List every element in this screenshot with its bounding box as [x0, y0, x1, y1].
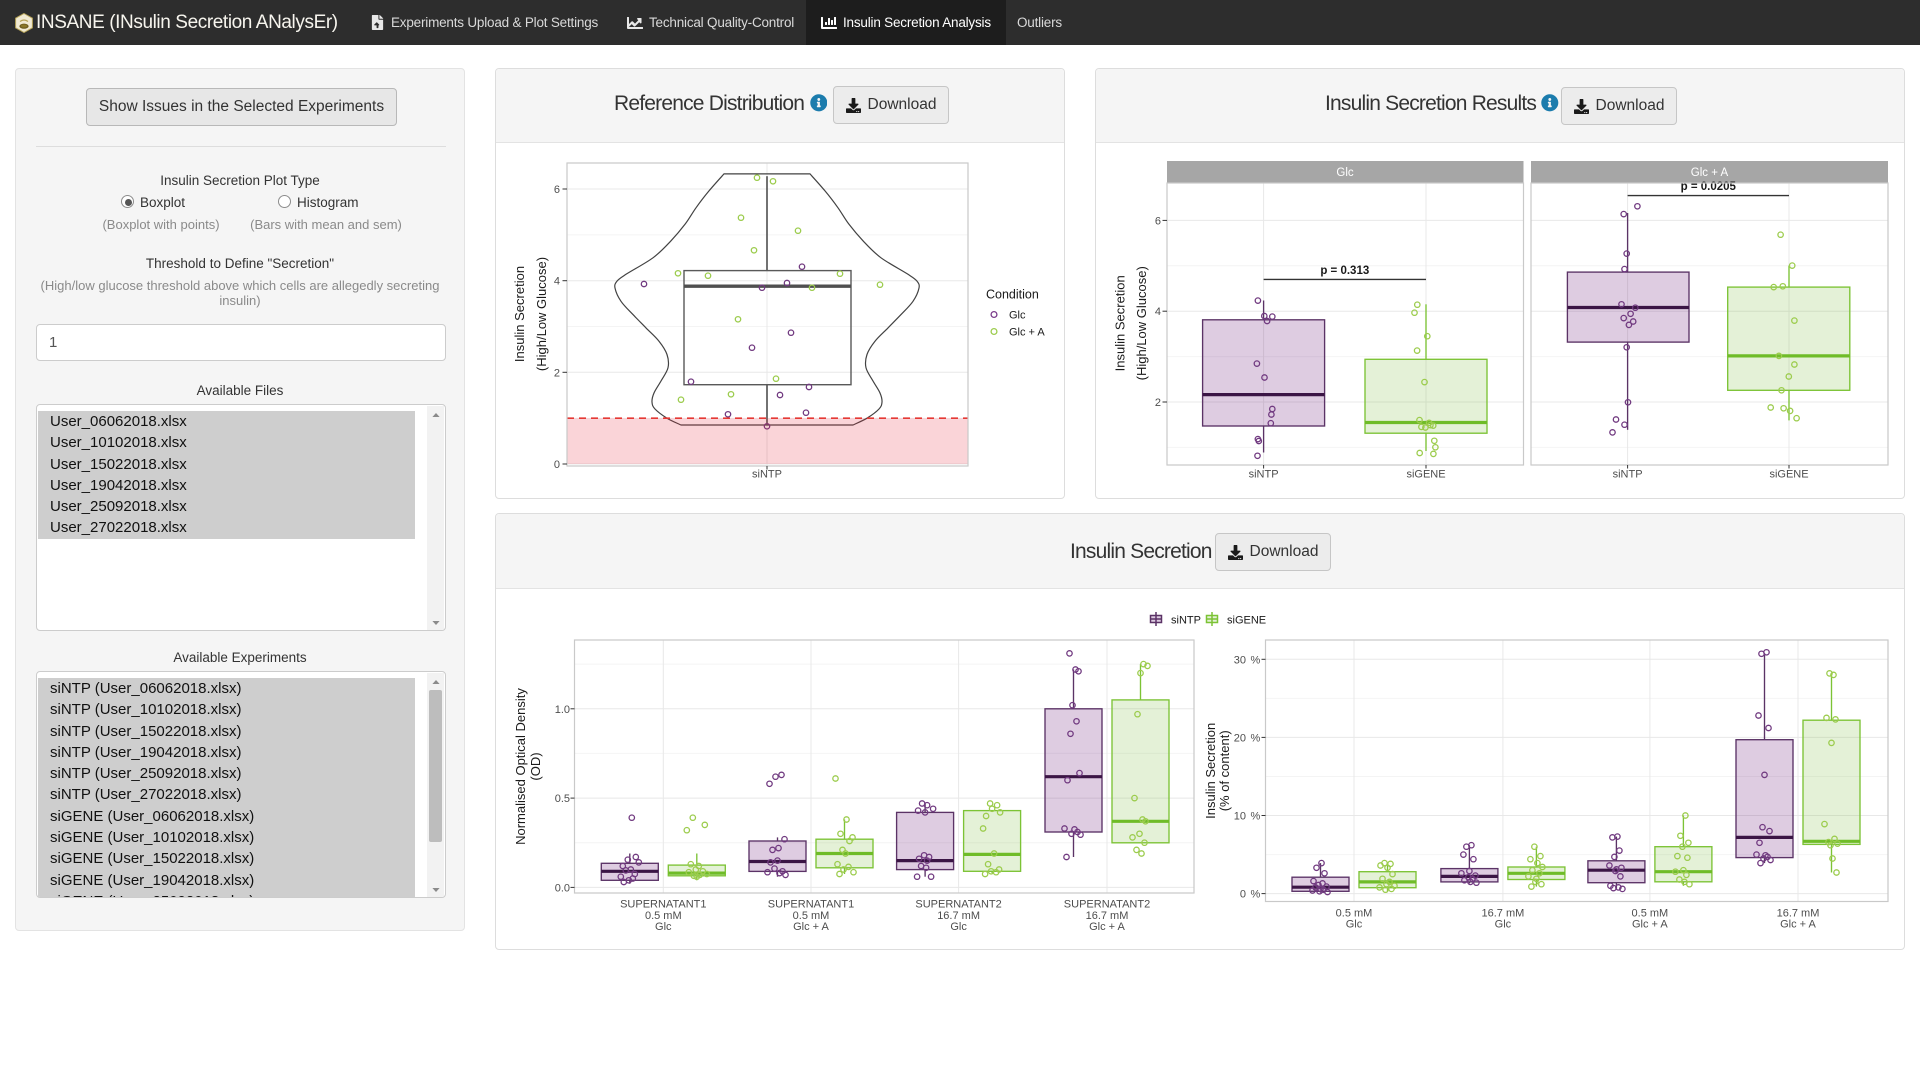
svg-text:Glc + A: Glc + A: [793, 921, 829, 933]
svg-text:10: 10: [1234, 811, 1246, 823]
svg-text:Normalised Optical Density: Normalised Optical Density: [513, 688, 528, 845]
svg-text:SUPERNATANT1: SUPERNATANT1: [620, 899, 706, 911]
svg-text:0: 0: [1240, 889, 1246, 901]
svg-text:(High/Low Glucose): (High/Low Glucose): [534, 257, 549, 371]
svg-text:0.5 mM: 0.5 mM: [645, 910, 682, 922]
svg-text:%: %: [1251, 889, 1261, 901]
svg-text:30: 30: [1234, 654, 1246, 666]
svg-text:Insulin Secretion: Insulin Secretion: [1112, 275, 1127, 371]
svg-text:0.5: 0.5: [555, 793, 570, 805]
svg-text:p = 0.313: p = 0.313: [1320, 265, 1369, 277]
svg-text:(% of content): (% of content): [1217, 730, 1232, 811]
svg-text:16.7 mM: 16.7 mM: [937, 910, 980, 922]
svg-text:16.7 mM: 16.7 mM: [1482, 908, 1525, 920]
svg-text:Glc: Glc: [950, 921, 967, 933]
svg-text:siNTP: siNTP: [752, 469, 782, 481]
svg-text:0.0: 0.0: [555, 882, 570, 894]
svg-text:6: 6: [554, 184, 560, 196]
svg-text:Glc + A: Glc + A: [1780, 919, 1816, 931]
svg-text:SUPERNATANT2: SUPERNATANT2: [915, 899, 1001, 911]
svg-text:Glc: Glc: [1009, 310, 1026, 322]
svg-text:Glc: Glc: [655, 921, 672, 933]
svg-text:(High/Low Glucose): (High/Low Glucose): [1134, 266, 1149, 380]
svg-text:siGENE: siGENE: [1406, 469, 1445, 481]
svg-text:siNTP: siNTP: [1613, 469, 1643, 481]
svg-text:%: %: [1251, 811, 1261, 823]
svg-text:0.5 mM: 0.5 mM: [1336, 908, 1373, 920]
svg-text:4: 4: [554, 276, 560, 288]
svg-text:Insulin Secretion: Insulin Secretion: [1203, 723, 1218, 819]
svg-text:%: %: [1251, 654, 1261, 666]
svg-text:4: 4: [1155, 306, 1161, 318]
svg-text:siNTP: siNTP: [1249, 469, 1279, 481]
svg-text:Condition: Condition: [986, 288, 1039, 302]
svg-text:Glc: Glc: [1336, 167, 1354, 179]
svg-text:0.5 mM: 0.5 mM: [793, 910, 830, 922]
svg-text:%: %: [1251, 732, 1261, 744]
svg-text:16.7 mM: 16.7 mM: [1777, 908, 1820, 920]
svg-text:p = 0.0205: p = 0.0205: [1681, 181, 1737, 193]
svg-text:2: 2: [554, 367, 560, 379]
svg-text:Glc + A: Glc + A: [1691, 167, 1729, 179]
svg-text:SUPERNATANT2: SUPERNATANT2: [1064, 899, 1150, 911]
svg-text:Glc: Glc: [1346, 919, 1363, 931]
svg-text:Glc + A: Glc + A: [1632, 919, 1668, 931]
svg-text:siGENE: siGENE: [1769, 469, 1808, 481]
svg-text:0.5 mM: 0.5 mM: [1632, 908, 1669, 920]
svg-text:Insulin Secretion: Insulin Secretion: [512, 266, 527, 362]
svg-text:Glc: Glc: [1495, 919, 1512, 931]
svg-text:1.0: 1.0: [555, 704, 570, 716]
svg-text:siNTP: siNTP: [1171, 615, 1201, 627]
svg-text:Glc + A: Glc + A: [1009, 327, 1045, 339]
svg-text:16.7 mM: 16.7 mM: [1086, 910, 1129, 922]
svg-text:SUPERNATANT1: SUPERNATANT1: [768, 899, 854, 911]
svg-text:0: 0: [554, 459, 560, 471]
svg-text:2: 2: [1155, 397, 1161, 409]
svg-text:siGENE: siGENE: [1227, 615, 1266, 627]
svg-text:(OD): (OD): [528, 752, 543, 780]
svg-text:20: 20: [1234, 732, 1246, 744]
svg-text:Glc + A: Glc + A: [1089, 921, 1125, 933]
svg-text:6: 6: [1155, 215, 1161, 227]
